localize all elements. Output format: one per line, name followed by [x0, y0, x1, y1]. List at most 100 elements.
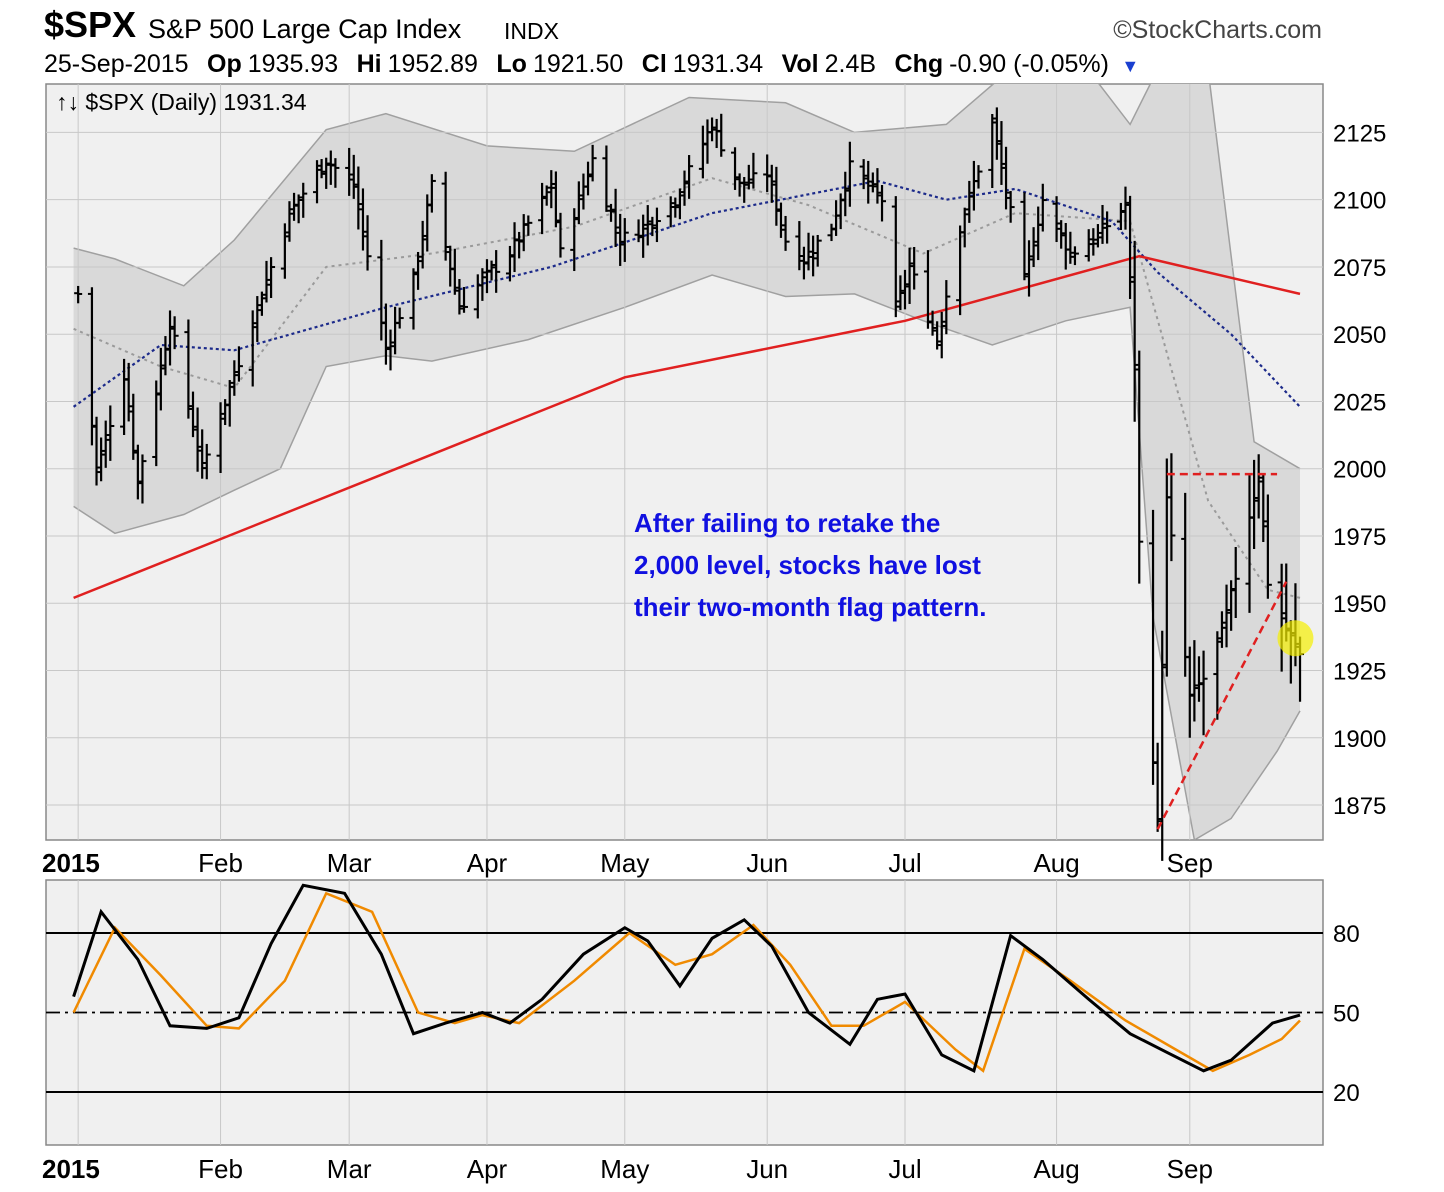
low-label: Lo: [496, 50, 527, 78]
ohlc-bar: [1227, 580, 1236, 631]
ohlc-bar: [262, 260, 271, 303]
ohlc-bar: [478, 268, 487, 301]
ohlc-bar: [933, 321, 942, 350]
ohlc-bar: [455, 279, 464, 315]
ohlc-bar: [873, 168, 882, 204]
ohlc-bar: [285, 201, 294, 242]
ohlc-bar: [1070, 246, 1079, 266]
ma200-line: [73, 254, 1301, 600]
ohlc-bar: [675, 188, 684, 220]
ohlc-bar: [1158, 630, 1167, 861]
upper-band-line: [73, 84, 1301, 470]
down-arrow-icon: ▼: [1121, 56, 1140, 76]
ohlc-bar: [648, 216, 657, 237]
ticker-symbol: $SPX: [44, 4, 137, 45]
ma20-line: [73, 177, 1301, 599]
ohlc-bar: [313, 160, 322, 204]
close-label: Cl: [641, 50, 667, 78]
stoch-x-tick-label: Jun: [746, 1154, 788, 1184]
ohlc-bar: [584, 161, 593, 196]
ohlc-bar: [1052, 196, 1061, 243]
price-x-tick-label: Sep: [1167, 848, 1213, 878]
annotation-text: After failing to retake the 2,000 level, …: [634, 508, 986, 622]
ohlc-bar: [1263, 494, 1272, 599]
stoch-y-tick-label: 50: [1333, 1001, 1360, 1028]
ohlc-bar: [1277, 563, 1286, 672]
flag-trendline: [1156, 581, 1288, 830]
ohlc-bar: [1199, 650, 1208, 736]
ohlc-bar: [280, 223, 289, 279]
ohlc-bar: [937, 311, 946, 359]
ohlc-bar: [101, 420, 110, 468]
stoch-x-tick-label: Mar: [327, 1154, 372, 1184]
ohlc-bar: [960, 207, 969, 248]
ohlc-bar: [248, 310, 257, 387]
ohlc-bar: [1006, 191, 1015, 223]
ohlc-bar: [1025, 240, 1034, 297]
ohlc-bar: [1093, 224, 1102, 248]
ohlc-bar: [1057, 220, 1066, 249]
stoch-x-tick-label: Aug: [1033, 1154, 1079, 1184]
ohlc-bar: [188, 391, 197, 438]
ohlc-bar: [928, 310, 937, 336]
annotation-line: After failing to retake the: [634, 508, 940, 538]
ohlc-bar: [92, 416, 101, 486]
ohlc-bar: [170, 316, 179, 350]
ohlc-bar: [570, 208, 579, 272]
low-value: 1921.50: [532, 50, 624, 78]
ohlc-bar: [294, 194, 303, 224]
ohlc-bar: [450, 248, 459, 295]
stoch-x-tick-label: Feb: [198, 1154, 243, 1184]
stoch-x-tick-label: Apr: [467, 1154, 508, 1184]
ohlc-bar: [988, 113, 997, 189]
ohlc-bar: [997, 121, 1006, 185]
index-type: INDX: [504, 18, 559, 44]
ohlc-bar: [942, 280, 951, 335]
price-x-tick-label: 2015: [42, 848, 100, 878]
stochastic-panel: [45, 879, 1324, 1146]
ohlc-bar: [611, 188, 620, 247]
stoch-x-tick-label: 2015: [42, 1154, 100, 1184]
ohlc-bar: [708, 117, 717, 142]
volume-label: Vol: [781, 50, 819, 78]
ohlc-bar: [616, 213, 625, 266]
ohlc-bar: [652, 207, 661, 243]
ohlc-bar: [1213, 631, 1222, 720]
ohlc-bar: [133, 444, 142, 500]
ohlc-bar: [1029, 227, 1038, 268]
ohlc-bar: [363, 215, 372, 271]
ohlc-bar: [331, 158, 340, 188]
ohlc-bar: [813, 234, 822, 267]
change-value: -0.90 (-0.05%): [949, 50, 1109, 78]
ohlc-bar: [97, 437, 106, 482]
ohlc-bar: [878, 185, 887, 222]
ohlc-bar: [345, 147, 354, 196]
stockcharts-credit[interactable]: ©StockCharts.com: [1113, 16, 1322, 44]
stoch-d-line: [72, 891, 1301, 1073]
ohlc-bar: [795, 221, 804, 271]
ohlc-bar: [845, 141, 854, 207]
ohlc-bar: [193, 407, 202, 472]
chart-header: $SPX S&P 500 Large Cap Index INDX ©Stock…: [44, 4, 1334, 50]
ohlc-bar: [156, 347, 165, 411]
ohlc-bar: [772, 166, 781, 226]
ohlc-bar: [492, 250, 501, 293]
ohlc-bar: [620, 218, 629, 262]
ohlc-bar: [166, 310, 175, 366]
ohlc-bar: [744, 164, 753, 190]
open-label: Op: [207, 50, 242, 78]
ohlc-bar: [634, 219, 643, 243]
lower-band-line: [73, 274, 1301, 840]
ohlc-bar: [607, 203, 616, 222]
ohlc-bar: [1259, 474, 1268, 542]
ohlc-bar: [354, 166, 363, 230]
price-y-tick-label: 2100: [1333, 188, 1386, 215]
price-x-tick-label: Apr: [467, 848, 508, 878]
quote-date: 25-Sep-2015: [44, 50, 189, 78]
ohlc-bar: [551, 171, 560, 228]
open-value: 1935.93: [247, 50, 339, 78]
ohlc-bar: [1217, 611, 1226, 648]
ohlc-bar: [198, 429, 207, 479]
ohlc-bar: [152, 380, 161, 467]
ohlc-bar: [427, 174, 436, 213]
